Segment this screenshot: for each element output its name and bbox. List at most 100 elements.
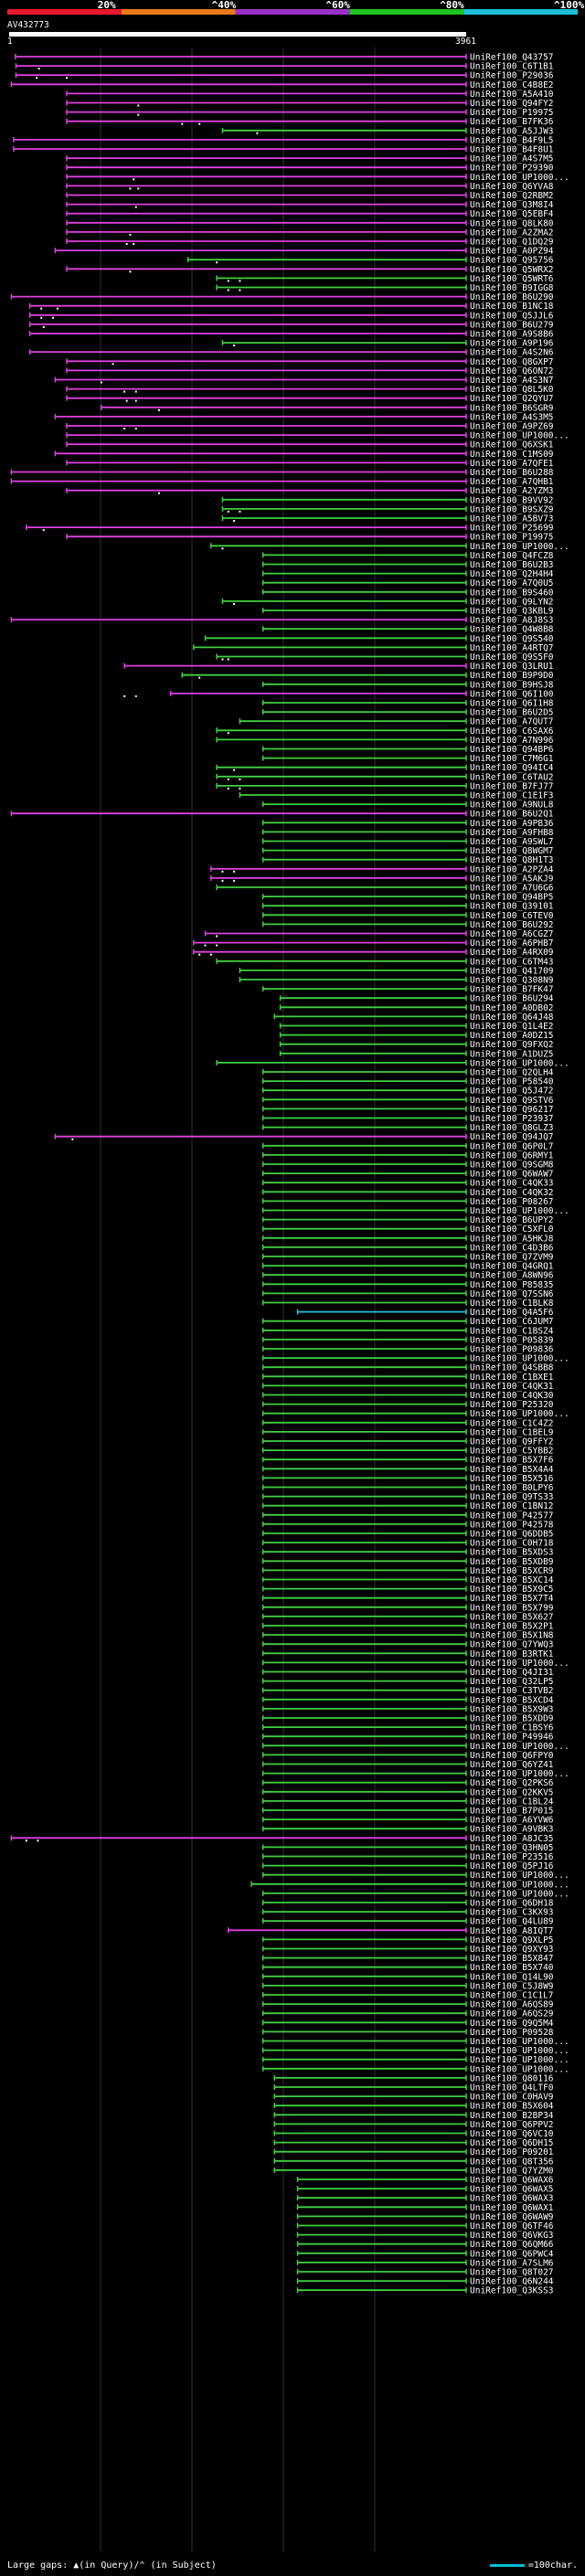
hit-row[interactable]: UniRef100_B9IGG8 bbox=[216, 283, 554, 293]
hit-row[interactable]: UniRef100_C0HAV9 bbox=[273, 2093, 554, 2103]
hit-label[interactable]: UniRef100_C0HAV9 bbox=[470, 2093, 554, 2103]
hit-row[interactable]: UniRef100_A7U6G6 bbox=[216, 884, 554, 894]
hit-label[interactable]: UniRef100_UP1000... bbox=[470, 431, 569, 441]
hit-row[interactable]: UniRef100_B5X799 bbox=[261, 1603, 554, 1613]
hit-row[interactable]: UniRef100_UP1000... bbox=[261, 2046, 569, 2056]
hit-row[interactable]: UniRef100_Q4JI31 bbox=[261, 1668, 554, 1678]
hit-row[interactable]: UniRef100_Q5PJ16 bbox=[261, 1861, 554, 1871]
hit-label[interactable]: UniRef100_Q6WAX3 bbox=[470, 2194, 554, 2204]
hit-row[interactable]: UniRef100_B6U2D5 bbox=[261, 708, 554, 718]
hit-row[interactable]: UniRef100_C6SAX6 bbox=[216, 726, 554, 737]
hit-row[interactable]: UniRef100_UP1000... bbox=[261, 2055, 569, 2065]
hit-row[interactable]: UniRef100_Q8GXP7 bbox=[66, 357, 554, 367]
hit-label[interactable]: UniRef100_Q6WAW9 bbox=[470, 2212, 554, 2222]
hit-row[interactable]: UniRef100_C3KX93 bbox=[261, 1908, 554, 1918]
hit-label[interactable]: UniRef100_B5X2P1 bbox=[470, 1622, 554, 1632]
hit-label[interactable]: UniRef100_Q9S5F0 bbox=[470, 652, 554, 663]
hit-row[interactable]: UniRef100_Q1DQ29 bbox=[66, 238, 554, 248]
hit-row[interactable]: UniRef100_B7FJ77 bbox=[216, 781, 554, 791]
hit-row[interactable]: UniRef100_Q5JJL6 bbox=[28, 311, 554, 321]
hit-label[interactable]: UniRef100_B5X516 bbox=[470, 1474, 554, 1484]
hit-row[interactable]: UniRef100_Q6WAW9 bbox=[296, 2212, 554, 2222]
hit-row[interactable]: UniRef100_A4S3N7 bbox=[54, 376, 554, 386]
hit-label[interactable]: UniRef100_A5AKJ9 bbox=[470, 874, 554, 884]
hit-row[interactable]: UniRef100_Q2KKV5 bbox=[261, 1787, 554, 1797]
hit-row[interactable]: UniRef100_A2PZA4 bbox=[210, 864, 554, 875]
hit-label[interactable]: UniRef100_P09836 bbox=[470, 1345, 554, 1355]
hit-row[interactable]: UniRef100_P23516 bbox=[261, 1852, 554, 1862]
hit-label[interactable]: UniRef100_A5BV73 bbox=[470, 514, 554, 525]
hit-row[interactable]: UniRef100_P09528 bbox=[261, 2028, 554, 2038]
hit-label[interactable]: UniRef100_A5A410 bbox=[470, 90, 554, 100]
hit-row[interactable]: UniRef100_C1BN12 bbox=[261, 1501, 554, 1511]
hit-row[interactable]: UniRef100_C4B8E2 bbox=[10, 80, 554, 90]
hit-label[interactable]: UniRef100_Q3HN05 bbox=[470, 1843, 554, 1853]
hit-label[interactable]: UniRef100_Q6DH15 bbox=[470, 2138, 554, 2148]
hit-row[interactable]: UniRef100_Q32LP5 bbox=[261, 1677, 554, 1687]
hit-label[interactable]: UniRef100_Q5J472 bbox=[470, 1087, 554, 1097]
hit-label[interactable]: UniRef100_A6QS89 bbox=[470, 2000, 554, 2010]
hit-row[interactable]: UniRef100_P09836 bbox=[261, 1345, 554, 1355]
hit-label[interactable]: UniRef100_UP1000... bbox=[470, 1769, 569, 1779]
hit-label[interactable]: UniRef100_Q6PPV2 bbox=[470, 2120, 554, 2130]
hit-label[interactable]: UniRef100_B6U290 bbox=[470, 292, 554, 302]
hit-label[interactable]: UniRef100_C0H718 bbox=[470, 1539, 554, 1549]
hit-label[interactable]: UniRef100_Q6WAX1 bbox=[470, 2203, 554, 2213]
hit-row[interactable]: UniRef100_P29036 bbox=[15, 71, 554, 81]
hit-label[interactable]: UniRef100_A7N996 bbox=[470, 736, 554, 746]
hit-row[interactable]: UniRef100_A6YVW6 bbox=[261, 1816, 554, 1826]
hit-row[interactable]: UniRef100_A6QS29 bbox=[261, 2009, 554, 2019]
hit-label[interactable]: UniRef100_C6TM43 bbox=[470, 957, 554, 967]
hit-label[interactable]: UniRef100_Q7YZM0 bbox=[470, 2166, 554, 2176]
hit-label[interactable]: UniRef100_C5J8W9 bbox=[470, 1981, 554, 1991]
hit-label[interactable]: UniRef100_B5X7T4 bbox=[470, 1594, 554, 1604]
hit-row[interactable]: UniRef100_Q6I100 bbox=[123, 689, 554, 699]
hit-row[interactable]: UniRef100_Q2QYU7 bbox=[66, 394, 554, 404]
hit-label[interactable]: UniRef100_UP1000... bbox=[470, 1880, 569, 1890]
hit-label[interactable]: UniRef100_P08267 bbox=[470, 1197, 554, 1207]
hit-row[interactable]: UniRef100_A2YZM3 bbox=[66, 486, 554, 496]
hit-row[interactable]: UniRef100_A9NUL8 bbox=[261, 800, 554, 811]
hit-row[interactable]: UniRef100_P49946 bbox=[261, 1733, 554, 1743]
hit-row[interactable]: UniRef100_A8JC35 bbox=[10, 1834, 554, 1844]
hit-row[interactable]: UniRef100_A9PB36 bbox=[261, 819, 554, 829]
hit-row[interactable]: UniRef100_A0DZ15 bbox=[279, 1031, 554, 1041]
hit-label[interactable]: UniRef100_A7QHB1 bbox=[470, 477, 554, 487]
hit-row[interactable]: UniRef100_B5X7T4 bbox=[261, 1594, 554, 1604]
hit-row[interactable]: UniRef100_A7QHB1 bbox=[10, 477, 554, 487]
hit-row[interactable]: UniRef100_Q1L4E2 bbox=[279, 1022, 554, 1032]
hit-row[interactable]: UniRef100_B5XDS3 bbox=[261, 1548, 554, 1558]
hit-row[interactable]: UniRef100_A0DB02 bbox=[279, 1003, 554, 1013]
hit-row[interactable]: UniRef100_Q9XLP5 bbox=[261, 1935, 554, 1945]
hit-row[interactable]: UniRef100_Q6WAX3 bbox=[296, 2194, 554, 2204]
hit-label[interactable]: UniRef100_Q9FFY2 bbox=[470, 1437, 554, 1447]
hit-row[interactable]: UniRef100_B6U292 bbox=[261, 920, 554, 930]
hit-row[interactable]: UniRef100_C4QK31 bbox=[261, 1382, 554, 1392]
hit-row[interactable]: UniRef100_C1BXE1 bbox=[261, 1373, 554, 1383]
hit-row[interactable]: UniRef100_C1C4Z2 bbox=[261, 1418, 554, 1428]
hit-label[interactable]: UniRef100_B7FJ77 bbox=[470, 781, 554, 791]
hit-label[interactable]: UniRef100_A9FHB8 bbox=[470, 828, 554, 838]
hit-label[interactable]: UniRef100_Q6PWC4 bbox=[470, 2249, 554, 2259]
hit-label[interactable]: UniRef100_Q6WAW7 bbox=[470, 1170, 554, 1180]
hit-label[interactable]: UniRef100_C3TVB2 bbox=[470, 1686, 554, 1696]
hit-label[interactable]: UniRef100_A7SLM6 bbox=[470, 2258, 554, 2268]
hit-row[interactable]: UniRef100_C1BLK8 bbox=[261, 1299, 554, 1309]
hit-label[interactable]: UniRef100_C4D3B6 bbox=[470, 1243, 554, 1253]
hit-row[interactable]: UniRef100_Q2RBM2 bbox=[66, 191, 554, 201]
hit-row[interactable]: UniRef100_Q94IC4 bbox=[216, 763, 554, 773]
hit-label[interactable]: UniRef100_B6U292 bbox=[470, 920, 554, 930]
hit-label[interactable]: UniRef100_Q94FY2 bbox=[470, 99, 554, 109]
hit-label[interactable]: UniRef100_Q6RMY1 bbox=[470, 1150, 554, 1161]
hit-label[interactable]: UniRef100_UP1000... bbox=[470, 1206, 569, 1216]
hit-label[interactable]: UniRef100_Q64J48 bbox=[470, 1012, 554, 1023]
hit-label[interactable]: UniRef100_B6U2D5 bbox=[470, 708, 554, 718]
hit-row[interactable]: UniRef100_Q9SGM8 bbox=[261, 1161, 554, 1171]
hit-row[interactable]: UniRef100_C5XFL0 bbox=[261, 1224, 554, 1235]
hit-row[interactable]: UniRef100_C1BSZ4 bbox=[261, 1326, 554, 1336]
hit-label[interactable]: UniRef100_A7QUT7 bbox=[470, 717, 554, 727]
hit-label[interactable]: UniRef100_Q6QM66 bbox=[470, 2240, 554, 2250]
hit-row[interactable]: UniRef100_Q9FXQ2 bbox=[279, 1040, 554, 1050]
hit-label[interactable]: UniRef100_B3RTK1 bbox=[470, 1649, 554, 1659]
hit-label[interactable]: UniRef100_Q94IC4 bbox=[470, 763, 554, 773]
